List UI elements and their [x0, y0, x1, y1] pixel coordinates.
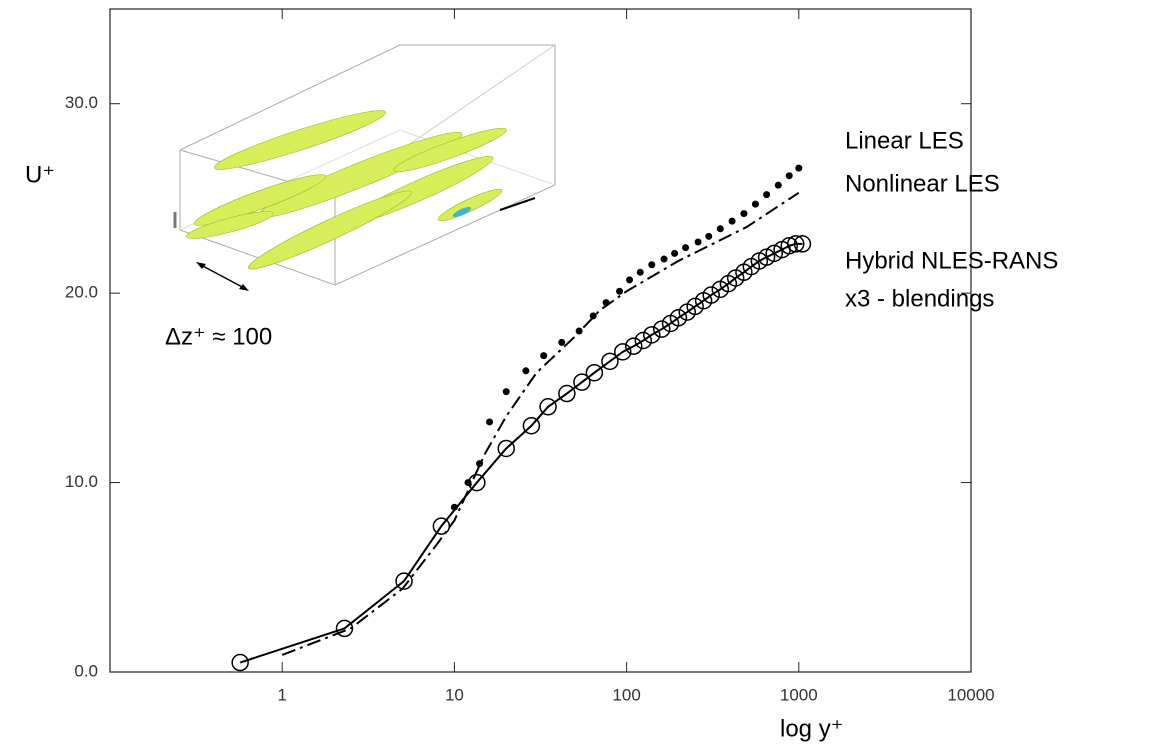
data-point	[785, 172, 793, 180]
data-point	[634, 331, 653, 350]
data-point	[686, 297, 704, 316]
data-point	[660, 255, 668, 263]
data-point	[601, 352, 619, 371]
data-point	[522, 367, 530, 375]
data-point	[476, 460, 484, 468]
x-axis-label: log y⁺	[780, 715, 843, 742]
legend-label: Nonlinear LES	[845, 170, 1000, 197]
data-point	[486, 418, 494, 426]
y-tick-label: 10.0	[65, 472, 98, 491]
y-tick-label: 30.0	[65, 93, 98, 112]
data-point	[780, 237, 798, 255]
data-point	[652, 320, 671, 338]
data-point	[716, 225, 724, 233]
plot-frame	[109, 8, 972, 673]
data-point	[765, 244, 783, 263]
data-point	[643, 326, 661, 344]
inset-image	[173, 44, 556, 291]
data-point	[636, 268, 644, 276]
data-point	[497, 439, 515, 458]
data-point	[774, 181, 782, 189]
data-point	[395, 572, 413, 590]
x-tick-label: 100	[612, 685, 640, 704]
legend-label: Linear LES	[845, 127, 964, 154]
data-point	[682, 244, 690, 252]
data-point	[468, 473, 486, 492]
legend-backdrop	[978, 120, 1150, 330]
x-tick-label: 1000	[780, 685, 818, 704]
y-tick-label: 20.0	[65, 283, 98, 302]
y-tick-label: 0.0	[74, 661, 98, 680]
data-point	[502, 388, 510, 396]
data-point	[573, 373, 591, 391]
series-line	[239, 242, 803, 664]
data-point	[705, 232, 713, 240]
data-point	[558, 384, 576, 403]
data-point	[763, 191, 771, 199]
data-point	[786, 235, 805, 253]
data-point	[669, 309, 688, 327]
data-point	[589, 312, 597, 320]
y-axis-label: U⁺	[25, 161, 55, 188]
data-point	[795, 164, 803, 172]
annotation: x3 - blendings	[845, 285, 994, 312]
x-tick-label: 10000	[947, 685, 994, 704]
data-point	[335, 619, 354, 638]
legend-label: Hybrid NLES-RANS	[845, 247, 1058, 274]
data-point	[614, 343, 632, 361]
x-tick-label: 1	[277, 685, 286, 704]
data-point	[231, 653, 249, 672]
data-point	[558, 338, 566, 346]
data-point	[539, 398, 557, 416]
data-point	[616, 287, 624, 295]
data-point	[585, 363, 604, 382]
data-point	[624, 337, 643, 355]
annotation: Δz⁺ ≈ 100	[165, 323, 272, 350]
data-point	[793, 235, 812, 253]
data-point	[702, 286, 720, 304]
data-point	[671, 249, 679, 257]
data-point	[522, 416, 541, 435]
data-point	[740, 210, 748, 218]
series-line	[281, 191, 800, 656]
x-tick-label: 10	[445, 685, 464, 704]
data-point	[694, 238, 702, 246]
data-point	[626, 276, 634, 284]
data-point	[648, 261, 656, 269]
data-point	[751, 200, 759, 208]
data-point	[432, 517, 451, 535]
data-point	[728, 217, 736, 225]
data-point	[540, 352, 548, 360]
